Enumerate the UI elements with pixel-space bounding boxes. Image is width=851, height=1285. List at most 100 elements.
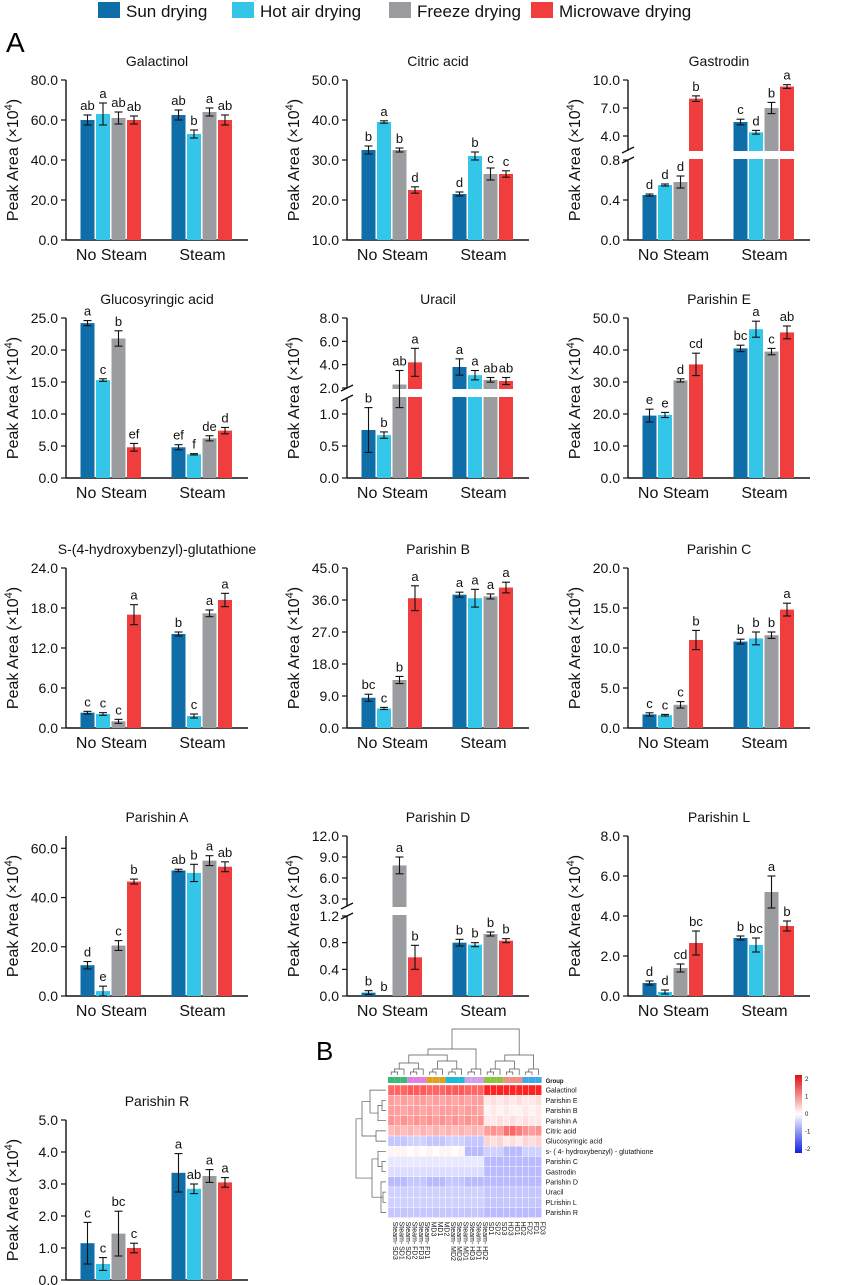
heatmap-cell <box>394 1084 401 1096</box>
color-scale-bar <box>795 1075 802 1153</box>
y-tick-label: 40.0 <box>312 112 339 128</box>
heatmap-cell <box>509 1115 517 1126</box>
dendrogram-branch <box>375 1130 386 1142</box>
heatmap-cell <box>426 1156 433 1167</box>
bar <box>218 1182 232 1280</box>
heatmap-column-label: FD1 <box>532 1222 539 1235</box>
bar <box>377 435 391 478</box>
heatmap-cell <box>490 1186 497 1198</box>
y-axis-label: Peak Area (×104) <box>284 855 303 977</box>
heatmap-cell <box>458 1166 465 1177</box>
x-category-label: Steam <box>741 247 787 264</box>
chart-title: S-(4-hydroxybenzyl)-glutathione <box>58 541 257 557</box>
bar <box>452 942 467 996</box>
significance-label: b <box>396 659 403 674</box>
y-tick-label: 10.0 <box>31 406 58 422</box>
heatmap-cell <box>419 1207 427 1218</box>
heatmap-cell <box>394 1166 401 1177</box>
chart-citric-acid: Citric acid 10.0 20.0 30.0 40.0 50.0 Peak Area… <box>284 53 529 264</box>
heatmap-cell <box>400 1166 408 1177</box>
heatmap-cell <box>522 1135 530 1147</box>
heatmap-cell <box>445 1186 453 1198</box>
y-tick-label: 2.0 <box>320 380 340 396</box>
group-color-cell <box>522 1077 529 1083</box>
heatmap-cell <box>464 1186 472 1198</box>
group-color-cell <box>458 1077 465 1083</box>
panel-b-label: B <box>316 1036 333 1066</box>
heatmap-cell <box>432 1094 440 1106</box>
significance-label: ab <box>171 93 185 108</box>
x-category-label: No Steam <box>357 247 428 264</box>
heatmap-column-label: Steam- HD2 <box>481 1222 488 1261</box>
heatmap-cell <box>394 1145 401 1157</box>
heatmap-cell <box>509 1186 517 1198</box>
heatmap-row-label: s- ( 4- hydroxybenzyl) - glutathione <box>546 1149 654 1156</box>
heatmap-row-label: Parishin B <box>546 1108 578 1115</box>
heatmap-cell <box>528 1207 536 1218</box>
heatmap-column-label: MD2 <box>442 1222 449 1237</box>
bar <box>749 638 763 728</box>
x-category-label: Steam <box>741 1003 787 1020</box>
heatmap-cell <box>464 1166 472 1177</box>
significance-label: d <box>677 159 684 174</box>
bar <box>764 635 779 728</box>
chart-title: Galactinol <box>126 53 188 69</box>
heatmap-cell <box>464 1207 472 1218</box>
heatmap-cell <box>407 1186 414 1198</box>
bar <box>408 190 422 240</box>
y-axis-label: Peak Area (×104) <box>284 337 303 459</box>
bar-break-gap <box>467 389 483 397</box>
heatmap-cell <box>426 1084 433 1096</box>
heatmap-cell <box>477 1125 485 1137</box>
significance-label: c <box>677 685 684 700</box>
x-category-label: No Steam <box>76 735 147 752</box>
heatmap-cell <box>509 1135 517 1147</box>
group-color-cell <box>484 1077 491 1083</box>
bar <box>218 866 232 996</box>
heatmap-cell <box>394 1196 401 1208</box>
significance-label: bc <box>749 921 763 936</box>
chart-s-4-hydroxybenzyl-glutathione: S-(4-hydroxybenzyl)-glutathione 0.0 6.0 12.… <box>3 541 256 752</box>
heatmap-column-label: HD3 <box>506 1222 513 1236</box>
significance-label: c <box>100 696 107 711</box>
heatmap-cell <box>503 1156 510 1167</box>
heatmap-cell <box>490 1196 497 1208</box>
heatmap-cell <box>515 1196 523 1208</box>
heatmap-cell <box>515 1156 523 1167</box>
heatmap-cell <box>528 1094 536 1106</box>
heatmap-cell <box>451 1084 459 1096</box>
heatmap-cell <box>490 1125 497 1137</box>
significance-label: ab <box>392 354 406 369</box>
heatmap-column-label: FD2 <box>526 1222 533 1235</box>
y-tick-label: 8.0 <box>320 310 340 326</box>
heatmap-cell <box>522 1176 530 1188</box>
significance-label: f <box>192 437 196 452</box>
significance-label: b <box>768 85 775 100</box>
heatmap-cell <box>426 1145 433 1157</box>
heatmap-cell <box>458 1186 465 1198</box>
heatmap-cell <box>483 1105 491 1116</box>
heatmap-cell <box>400 1156 408 1167</box>
significance-label: e <box>646 392 653 407</box>
bar <box>733 938 748 996</box>
bar <box>499 940 513 996</box>
y-tick-label: 40.0 <box>31 152 58 168</box>
heatmap-cell <box>522 1156 530 1167</box>
heatmap-cell <box>451 1186 459 1198</box>
heatmap-row-label: Parishin A <box>546 1118 578 1125</box>
heatmap-cell <box>439 1196 446 1208</box>
y-tick-label: 30.0 <box>312 152 339 168</box>
y-tick-label: 0.0 <box>320 988 340 1004</box>
heatmap-cell <box>535 1105 542 1116</box>
group-color-cell <box>490 1077 497 1083</box>
significance-label: a <box>456 342 464 357</box>
bar <box>483 174 498 240</box>
y-tick-label: 25.0 <box>31 310 58 326</box>
heatmap-cell <box>477 1135 485 1147</box>
significance-label: b <box>737 919 744 934</box>
significance-label: ab <box>171 852 185 867</box>
significance-label: ab <box>483 361 497 376</box>
bar <box>377 122 391 240</box>
heatmap-cell <box>471 1084 478 1096</box>
bar <box>96 114 110 240</box>
